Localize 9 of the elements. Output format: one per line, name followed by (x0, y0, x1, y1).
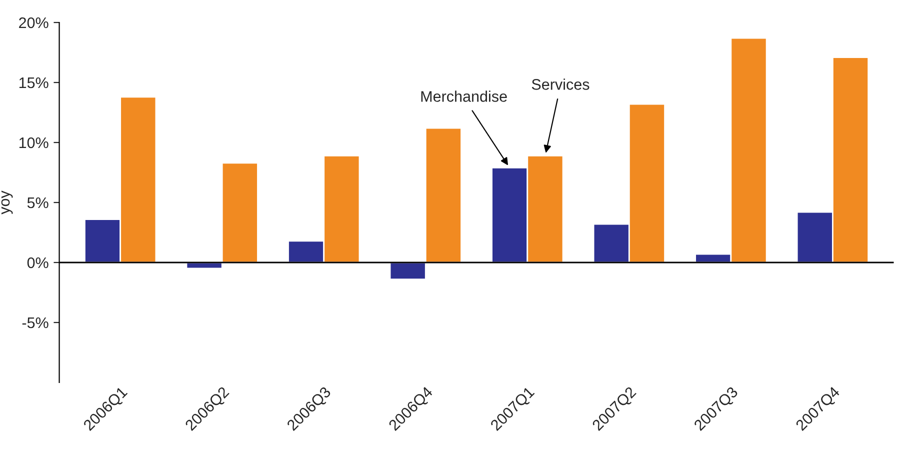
y-tick-label: 15% (19, 77, 48, 88)
y-tick-label: -5% (22, 317, 48, 328)
y-axis-title: yoy (1, 190, 13, 214)
text: Services (532, 78, 590, 90)
y-tick-label: 0% (27, 257, 48, 268)
y-tick-label: 5% (27, 197, 48, 208)
y-tick-label: 20% (19, 17, 48, 28)
y-tick-label: 10% (19, 137, 48, 148)
text: Merchandise (421, 90, 507, 102)
